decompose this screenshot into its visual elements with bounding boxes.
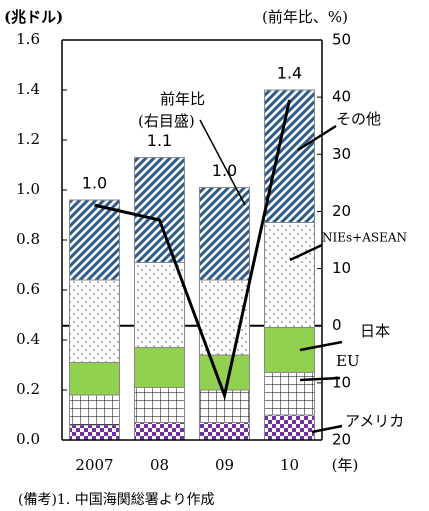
bar-segment <box>199 187 250 281</box>
legend-label: EU <box>336 352 360 370</box>
bar-segment <box>264 414 315 441</box>
bar-segment <box>134 157 185 263</box>
legend-arrow <box>199 119 246 206</box>
y-tick-label: 1.2 <box>16 130 40 148</box>
legend-arrow <box>311 424 343 434</box>
bar-segment <box>69 394 120 426</box>
legend-arrow <box>297 124 337 152</box>
legend-arrow <box>299 376 341 382</box>
y-tick-label: 1.0 <box>16 180 40 198</box>
y2-tick-label: 10 <box>332 373 351 391</box>
bar-segment <box>69 424 120 441</box>
y2-tick-label: 10 <box>332 259 351 277</box>
bar-segment <box>264 222 315 328</box>
y-tick-label: 1.4 <box>16 80 40 98</box>
legend-label: アメリカ <box>345 412 404 430</box>
bar-segment <box>264 89 315 223</box>
bar-segment <box>69 362 120 396</box>
y2-tick-label: 0 <box>332 316 342 334</box>
bar-segment <box>264 327 315 373</box>
bar-segment <box>134 347 185 388</box>
x-tick-label: 10 <box>280 456 299 474</box>
legend-label: その他 <box>336 110 381 128</box>
y-tick-label: 1.6 <box>16 30 40 48</box>
y2-axis-title: (前年比、%) <box>262 8 348 26</box>
legend-label: 日本 <box>360 322 390 340</box>
legend-arrow <box>289 243 323 262</box>
bar-segment <box>199 422 250 441</box>
total-label: 1.0 <box>212 161 237 180</box>
total-label: 1.4 <box>277 64 302 83</box>
bar-segment <box>264 372 315 416</box>
line-series <box>94 99 291 401</box>
bar-segment <box>69 199 120 281</box>
bar-segment <box>199 354 250 391</box>
bar-segment <box>134 262 185 348</box>
x-tick-label: 2007 <box>75 456 113 474</box>
y-tick-label: 0.6 <box>16 280 40 298</box>
y-tick-label: 0.4 <box>16 330 40 348</box>
total-label: 1.0 <box>82 174 107 193</box>
x-tick-label: 09 <box>215 456 234 474</box>
y2-tick-label: 40 <box>332 88 351 106</box>
y2-tick-label: 50 <box>332 31 351 49</box>
y2-tick-label: 20 <box>332 202 351 220</box>
y-tick-label: 0.8 <box>16 230 40 248</box>
y2-tick-label: 30 <box>332 145 351 163</box>
total-label: 1.1 <box>147 131 172 150</box>
bar-segment <box>69 279 120 363</box>
y-axis-title: (兆ドル) <box>4 8 63 26</box>
y2-tick-label: 20 <box>332 431 351 449</box>
legend-label: 前年比 <box>160 90 205 108</box>
bar-segment <box>134 387 185 423</box>
legend-label: NIEs+ASEAN <box>322 231 407 245</box>
bar-segment <box>134 422 185 441</box>
line-annotation: (右目盛) <box>138 112 195 130</box>
legend-arrow <box>299 340 343 352</box>
note: (備考)1. 中国海関総署より作成 <box>18 492 214 508</box>
y-tick-label: 0.0 <box>16 430 40 448</box>
y-tick-label: 0.2 <box>16 380 40 398</box>
x-tick-label: 08 <box>150 456 169 474</box>
x-unit: (年) <box>332 456 359 474</box>
